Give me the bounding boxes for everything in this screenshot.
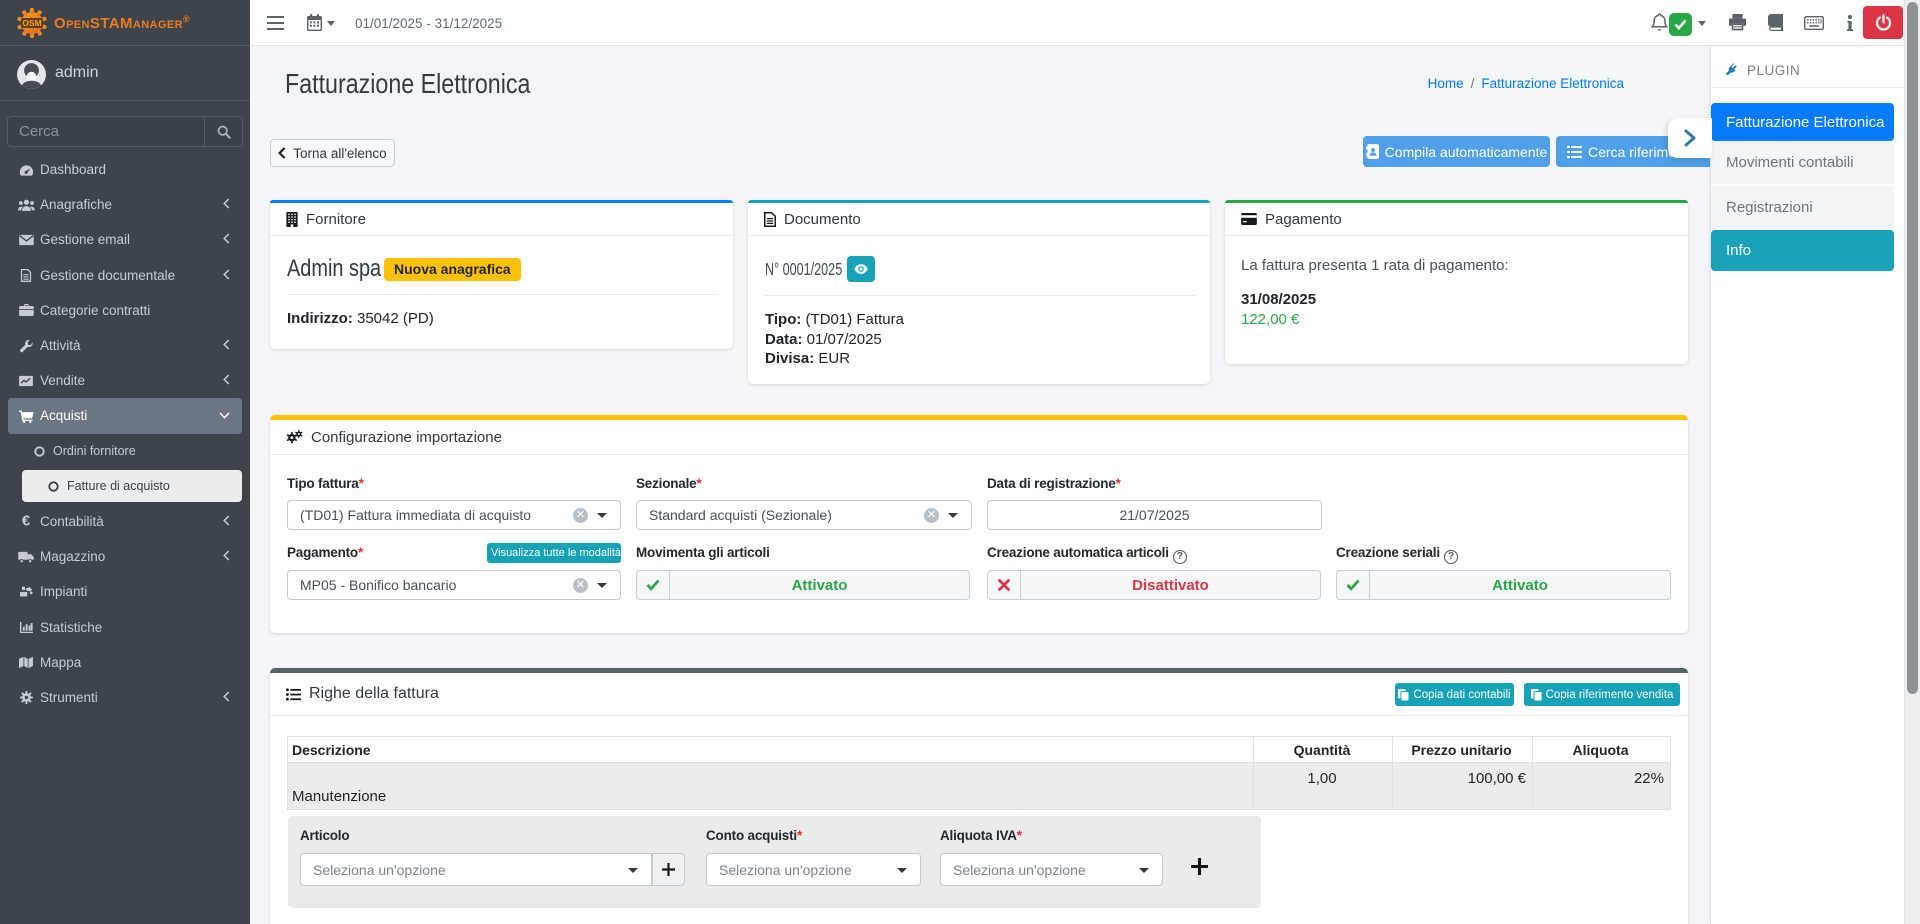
- svg-text:OSM: OSM: [22, 18, 41, 28]
